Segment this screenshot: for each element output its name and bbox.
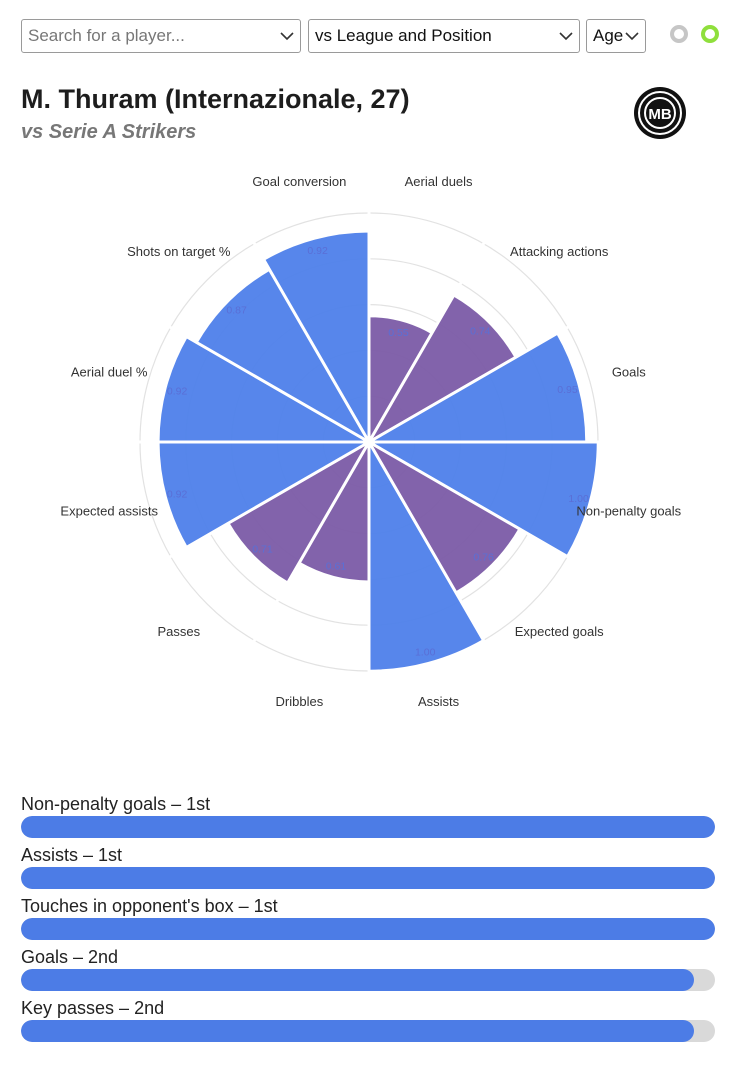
toggle-off-icon[interactable]: [670, 25, 688, 43]
polar-bars: [157, 230, 600, 673]
percentile-bar-fill: [21, 1020, 695, 1042]
polar-value-label: 0.95: [557, 384, 578, 396]
percentile-bar-fill: [21, 918, 715, 940]
polar-value-label: 0.76: [473, 552, 494, 564]
polar-bar-goal-conversion: [261, 230, 371, 447]
polar-bar-non-penalty-goals: [364, 440, 600, 559]
polar-spoke: [367, 441, 488, 647]
polar-category-label: Expected goals: [515, 624, 604, 639]
polar-value-label: 0.87: [226, 305, 247, 317]
polar-category-label: Attacking actions: [510, 244, 609, 259]
polar-value-label: 0.61: [326, 560, 347, 572]
percentile-bar-track: [21, 816, 715, 838]
percentile-bar-item: Touches in opponent's box – 1st: [21, 894, 715, 945]
percentile-bar-label: Key passes – 2nd: [21, 998, 165, 1018]
player-search-placeholder: Search for a player...: [28, 26, 185, 45]
percentile-bar-item: Key passes – 2nd: [21, 996, 715, 1047]
polar-category-label: Passes: [157, 624, 200, 639]
polar-spoke: [164, 323, 370, 444]
polar-bar-shots-on-target-: [194, 267, 373, 446]
polar-category-label: Dribbles: [276, 694, 324, 709]
polar-value-label: 0.92: [167, 488, 188, 500]
polar-spoke: [368, 440, 574, 561]
polar-bar-expected-assists: [157, 440, 374, 550]
polar-bar-passes: [226, 438, 373, 585]
percentile-bar-track: [21, 969, 715, 991]
polar-value-label: 0.55: [388, 327, 409, 339]
percentile-bar-list: Non-penalty goals – 1st Assists – 1st Touc…: [21, 792, 715, 1047]
polar-value-label: 0.71: [252, 544, 273, 556]
chevron-down-icon: [625, 29, 639, 43]
chevron-down-icon: [280, 29, 294, 43]
polar-chart: 0.55 0.74 0.95 1.00 0.76 1.00 0.61 0.71 0.92 0.92…: [60, 174, 681, 709]
chevron-down-icon: [559, 29, 573, 43]
polar-bar-assists: [367, 437, 486, 673]
percentile-bar-item: Non-penalty goals – 1st: [21, 792, 715, 843]
polar-spoke: [164, 440, 370, 561]
polar-spokes: [134, 207, 604, 677]
percentile-bar-fill: [21, 816, 715, 838]
mb-logo: MB: [634, 87, 686, 139]
age-select[interactable]: Age: [586, 19, 646, 53]
percentile-bar-fill: [21, 867, 715, 889]
percentile-bar-label: Goals – 2nd: [21, 947, 119, 967]
polar-value-label: 1.00: [568, 493, 589, 505]
toggle-on-icon[interactable]: [701, 25, 719, 43]
percentile-bar-track: [21, 918, 715, 940]
mb-logo-text: MB: [648, 106, 671, 123]
polar-category-label: Aerial duel %: [71, 364, 148, 379]
polar-value-label: 0.92: [307, 245, 328, 257]
polar-spoke: [250, 441, 371, 647]
polar-value-labels: 0.55 0.74 0.95 1.00 0.76 1.00 0.61 0.71 0.92 0.92…: [167, 245, 589, 659]
polar-bar-attacking-actions: [365, 293, 518, 446]
polar-category-label: Goal conversion: [252, 174, 346, 189]
percentile-bar-label: Non-penalty goals – 1st: [21, 794, 211, 814]
polar-category-labels: Aerial duels Attacking actions Goals Non-pe…: [60, 174, 681, 709]
page-subtitle: vs Serie A Strikers: [21, 121, 197, 143]
polar-spoke: [367, 237, 488, 443]
controls-bar: Search for a player... vs League and Pos…: [21, 19, 750, 55]
polar-bar-aerial-duel-: [157, 334, 374, 444]
age-select-value: Age: [593, 26, 624, 45]
player-search-select[interactable]: Search for a player...: [21, 19, 301, 53]
page-title: M. Thuram (Internazionale, 27): [21, 84, 410, 114]
comparison-select-value: vs League and Position: [315, 26, 492, 45]
polar-category-label: Shots on target %: [127, 244, 231, 259]
polar-value-label: 0.74: [470, 326, 491, 338]
percentile-bar-track: [21, 1020, 715, 1042]
polar-value-label: 1.00: [415, 647, 436, 659]
percentile-bar-item: Assists – 1st: [21, 843, 715, 894]
polar-bar-goals: [364, 331, 588, 444]
percentile-bar-item: Goals – 2nd: [21, 945, 715, 996]
polar-category-label: Assists: [418, 694, 460, 709]
polar-category-label: Goals: [612, 364, 646, 379]
percentile-bar-label: Assists – 1st: [21, 845, 123, 865]
polar-spoke: [368, 323, 574, 444]
polar-category-label: Aerial duels: [405, 174, 473, 189]
polar-spoke: [250, 237, 371, 443]
polar-category-label: Non-penalty goals: [576, 504, 681, 519]
polar-value-label: 0.92: [167, 386, 188, 398]
polar-bar-expected-goals: [365, 438, 522, 595]
percentile-bar-fill: [21, 969, 695, 991]
polar-category-label: Expected assists: [60, 504, 158, 519]
comparison-select[interactable]: vs League and Position: [308, 19, 580, 53]
percentile-bar-track: [21, 867, 715, 889]
percentile-bar-label: Touches in opponent's box – 1st: [21, 896, 278, 916]
